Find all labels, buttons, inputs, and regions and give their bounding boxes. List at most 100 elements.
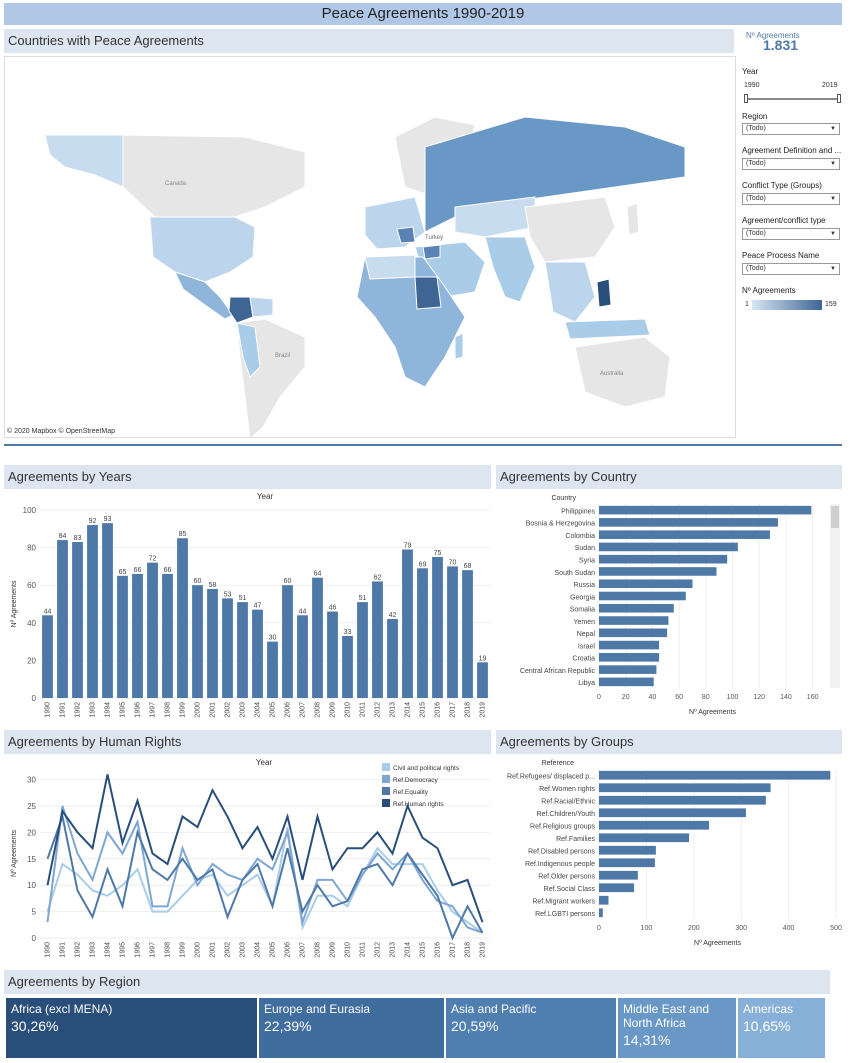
years-bar — [312, 577, 323, 698]
chevron-down-icon: ▼ — [830, 266, 836, 272]
years-x-tick: 2011 — [360, 702, 367, 717]
country-axis-title: Country — [551, 495, 576, 502]
region-cell[interactable]: Africa (excl MENA) 30,26% — [6, 998, 259, 1058]
map-region-japan — [626, 202, 640, 236]
agreement-def-label: Agreement Definition and ... — [742, 146, 842, 155]
map-region-usa — [149, 216, 256, 283]
years-bar-label: 65 — [119, 569, 127, 576]
map-region-peru-bolivia — [236, 322, 261, 378]
years-x-tick: 1993 — [90, 702, 97, 718]
years-x-tick: 2007 — [300, 702, 307, 718]
hr-legend-label: Ref.Democracy — [393, 777, 439, 784]
groups-bar — [599, 808, 746, 818]
hr-x-tick: 2014 — [405, 942, 412, 958]
years-x-tick: 2015 — [420, 702, 427, 718]
region-cell-name: Americas — [743, 1002, 794, 1016]
years-bar — [282, 585, 293, 698]
years-bar — [357, 602, 368, 698]
year-min: 1990 — [744, 82, 760, 89]
country-chart-title: Agreements by Country — [496, 465, 842, 489]
years-bar-label: 70 — [449, 559, 457, 566]
years-bar-label: 66 — [164, 567, 172, 574]
country-bar — [599, 542, 738, 552]
years-y-tick: 100 — [23, 506, 37, 515]
hr-x-tick: 1990 — [45, 942, 52, 958]
year-slider-track[interactable] — [746, 98, 840, 100]
world-map[interactable]: Canada Brazil Australia Turkey © 2020 Ma… — [4, 56, 736, 438]
map-region-sudan — [414, 276, 442, 310]
years-bar-label: 44 — [44, 608, 52, 615]
years-bar-label: 79 — [404, 542, 412, 549]
map-region-madagascar — [454, 332, 464, 360]
country-bar — [599, 567, 717, 576]
map-title: Countries with Peace Agreements — [4, 29, 734, 53]
country-x-tick: 80 — [702, 694, 710, 701]
years-bar — [177, 538, 188, 698]
color-legend-bar — [752, 300, 822, 310]
hr-x-tick: 2004 — [255, 942, 262, 958]
years-bar — [447, 566, 458, 698]
groups-bar — [599, 895, 609, 905]
hr-y-tick: 5 — [32, 908, 37, 917]
years-y-tick: 0 — [32, 694, 37, 703]
region-cell[interactable]: Asia and Pacific 20,59% — [446, 998, 618, 1058]
years-x-tick: 2006 — [285, 702, 292, 718]
country-label: Yemen — [573, 619, 595, 626]
year-slider-max-handle[interactable] — [837, 94, 841, 103]
region-cell[interactable]: Middle East and North Africa 14,31% — [618, 998, 738, 1058]
agreement-conflict-select[interactable]: (Todo) ▼ — [742, 228, 840, 240]
years-y-tick: 40 — [27, 619, 36, 628]
map-region-venezuela — [249, 296, 274, 318]
map-attribution: © 2020 Mapbox © OpenStreetMap — [7, 428, 115, 435]
groups-bar — [599, 770, 831, 780]
map-region-colombia — [228, 296, 254, 324]
years-bar-label: 44 — [299, 608, 307, 615]
hr-x-tick: 1996 — [135, 942, 142, 958]
region-cell[interactable]: Europe and Eurasia 22,39% — [259, 998, 446, 1058]
map-region-canada — [122, 134, 306, 218]
conflict-type-value: (Todo) — [746, 195, 766, 202]
conflict-type-label: Conflict Type (Groups) — [742, 181, 822, 190]
years-bar-label: 75 — [434, 550, 442, 557]
color-legend-max: 159 — [825, 301, 837, 308]
groups-x-tick: 200 — [688, 925, 700, 932]
region-cell-name: Europe and Eurasia — [264, 1002, 371, 1016]
years-bar — [387, 619, 398, 698]
kpi-value: 1.831 — [763, 37, 799, 53]
country-label: Philippines — [561, 508, 595, 515]
hr-x-tick: 2009 — [330, 942, 337, 958]
country-bar — [599, 677, 654, 687]
years-bar-label: 83 — [74, 535, 82, 542]
years-bar — [297, 615, 308, 698]
groups-label: Ref.Religious groups — [530, 824, 595, 831]
region-cell-value: 10,65% — [743, 1018, 791, 1034]
agreement-def-select[interactable]: (Todo) ▼ — [742, 158, 840, 170]
hr-x-tick: 2018 — [465, 942, 472, 958]
dashboard-title: Peace Agreements 1990-2019 — [4, 3, 842, 25]
region-select[interactable]: (Todo) ▼ — [742, 123, 840, 135]
hr-x-tick: 2010 — [345, 942, 352, 958]
country-bar — [599, 640, 660, 650]
year-slider-min-handle[interactable] — [744, 94, 748, 103]
groups-bar — [599, 845, 656, 855]
years-bar-label: 33 — [344, 629, 352, 636]
years-y-axis-title: Nº Agreements — [11, 580, 18, 627]
map-region-europe — [364, 196, 426, 250]
years-chart-title: Agreements by Years — [4, 465, 491, 489]
region-cell-value: 30,26% — [11, 1018, 59, 1034]
country-bar — [599, 518, 778, 527]
map-region-alaska — [44, 134, 124, 188]
map-region-central-asia — [454, 196, 536, 238]
peace-process-select[interactable]: (Todo) ▼ — [742, 263, 840, 275]
conflict-type-select[interactable]: (Todo) ▼ — [742, 193, 840, 205]
map-region-mexico — [174, 271, 234, 320]
region-cell[interactable]: Americas 10,65% — [738, 998, 827, 1058]
country-label: Israel — [578, 643, 596, 650]
hr-x-tick: 2017 — [450, 942, 457, 958]
years-x-tick: 2002 — [225, 702, 232, 718]
region-cell-name: Africa (excl MENA) — [11, 1002, 113, 1016]
years-bar — [477, 662, 488, 698]
years-x-tick: 2014 — [405, 702, 412, 718]
hr-legend-swatch — [382, 775, 390, 783]
chevron-down-icon: ▼ — [830, 126, 836, 132]
